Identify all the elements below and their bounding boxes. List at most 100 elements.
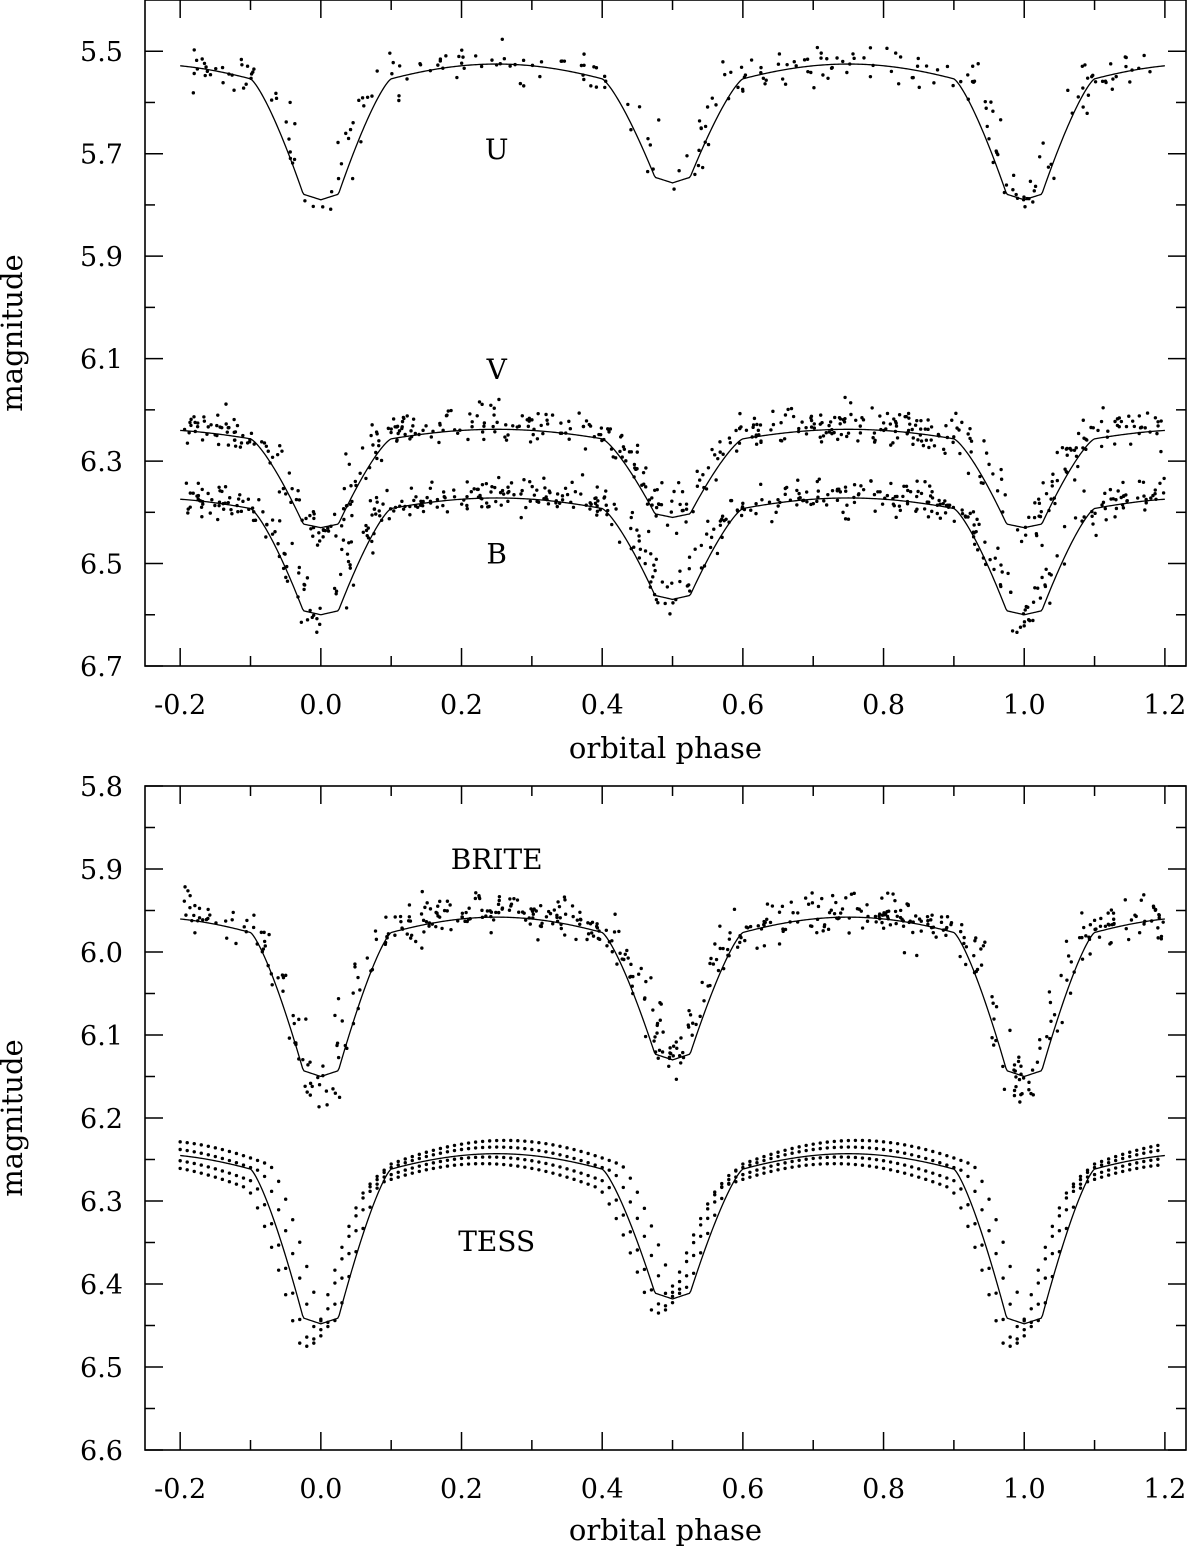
observation-point bbox=[1037, 514, 1041, 518]
observation-point bbox=[853, 1162, 858, 1167]
observation-point bbox=[285, 579, 290, 583]
observation-point bbox=[241, 1163, 246, 1167]
observation-point bbox=[283, 1197, 288, 1201]
observation-point bbox=[649, 976, 653, 980]
observation-point bbox=[382, 1170, 386, 1175]
observation-point bbox=[370, 513, 374, 517]
observation-point bbox=[200, 57, 204, 61]
observation-point bbox=[438, 899, 442, 904]
observation-point bbox=[341, 507, 346, 511]
observation-point bbox=[1153, 416, 1158, 420]
observation-point bbox=[872, 431, 877, 435]
observation-point bbox=[206, 491, 210, 496]
observation-point bbox=[236, 509, 240, 514]
observation-point bbox=[388, 51, 392, 55]
observation-point bbox=[1161, 491, 1166, 495]
observation-point bbox=[541, 431, 545, 436]
observation-point bbox=[371, 551, 375, 555]
observation-point bbox=[1156, 420, 1160, 424]
observation-point bbox=[500, 907, 504, 911]
observation-point bbox=[389, 1172, 393, 1177]
observation-point bbox=[424, 920, 429, 924]
observation-point bbox=[935, 68, 940, 72]
observation-point bbox=[475, 414, 479, 418]
observation-point bbox=[783, 492, 787, 497]
observation-point bbox=[201, 502, 205, 506]
observation-point bbox=[973, 1222, 977, 1226]
observation-point bbox=[822, 923, 827, 927]
observation-point bbox=[973, 939, 977, 943]
observation-point bbox=[925, 500, 929, 504]
observation-point bbox=[384, 915, 388, 919]
observation-point bbox=[374, 495, 379, 500]
observation-point bbox=[329, 207, 333, 211]
observation-point bbox=[1128, 1168, 1132, 1172]
observation-point bbox=[192, 1161, 196, 1166]
observation-point bbox=[1044, 491, 1049, 496]
observation-point bbox=[1050, 484, 1054, 488]
observation-point bbox=[435, 505, 439, 509]
observation-point bbox=[684, 1251, 689, 1255]
observation-point bbox=[893, 898, 897, 903]
observation-point bbox=[1001, 1240, 1005, 1244]
observation-point bbox=[474, 54, 478, 58]
observation-point bbox=[245, 441, 250, 445]
observation-point bbox=[586, 1173, 590, 1178]
observation-point bbox=[663, 601, 667, 606]
observation-point bbox=[311, 534, 315, 538]
observation-point bbox=[774, 510, 778, 515]
observation-point bbox=[332, 512, 337, 517]
observation-point bbox=[1121, 506, 1126, 510]
observation-point bbox=[910, 427, 914, 432]
observation-point bbox=[350, 176, 355, 181]
observation-point bbox=[1064, 1196, 1069, 1200]
observation-point bbox=[880, 920, 884, 925]
observation-point bbox=[1082, 925, 1086, 930]
observation-point bbox=[544, 915, 549, 919]
observation-point bbox=[1080, 911, 1084, 915]
observation-point bbox=[226, 500, 230, 505]
observation-point bbox=[270, 532, 275, 536]
observation-point bbox=[966, 471, 971, 476]
observation-point bbox=[761, 76, 766, 80]
observation-point bbox=[839, 1139, 844, 1143]
observation-point bbox=[706, 1216, 710, 1221]
observation-point bbox=[530, 1159, 534, 1163]
observation-point bbox=[259, 930, 264, 935]
observation-point bbox=[815, 45, 820, 50]
observation-point bbox=[810, 901, 815, 905]
observation-point bbox=[334, 589, 339, 593]
observation-point bbox=[305, 1302, 309, 1306]
observation-point bbox=[579, 1158, 583, 1163]
observation-point bbox=[321, 1064, 325, 1068]
observation-point bbox=[390, 72, 394, 76]
observation-point bbox=[418, 63, 423, 67]
observation-point bbox=[691, 1240, 696, 1245]
observation-point bbox=[266, 449, 270, 453]
observation-point bbox=[819, 56, 823, 60]
observation-point bbox=[937, 498, 941, 503]
observation-point bbox=[509, 1138, 513, 1143]
observation-point bbox=[331, 1087, 335, 1091]
observation-point bbox=[545, 422, 550, 426]
observation-point bbox=[623, 952, 627, 956]
observation-point bbox=[215, 433, 219, 438]
observation-point bbox=[216, 442, 221, 447]
observation-point bbox=[974, 936, 978, 940]
observation-point bbox=[687, 1008, 691, 1013]
observation-point bbox=[938, 502, 942, 506]
observation-point bbox=[368, 1185, 372, 1189]
observation-point bbox=[465, 503, 469, 508]
observation-point bbox=[895, 1141, 900, 1146]
observation-point bbox=[1142, 53, 1146, 58]
observation-point bbox=[635, 443, 640, 448]
observation-point bbox=[630, 510, 635, 515]
observation-point bbox=[351, 583, 356, 587]
observation-point bbox=[221, 81, 225, 85]
observation-point bbox=[679, 1061, 683, 1065]
observation-point bbox=[239, 57, 244, 62]
observation-point bbox=[1050, 1224, 1055, 1229]
observation-point bbox=[878, 414, 882, 418]
observation-point bbox=[539, 60, 544, 64]
observation-point bbox=[820, 420, 824, 425]
